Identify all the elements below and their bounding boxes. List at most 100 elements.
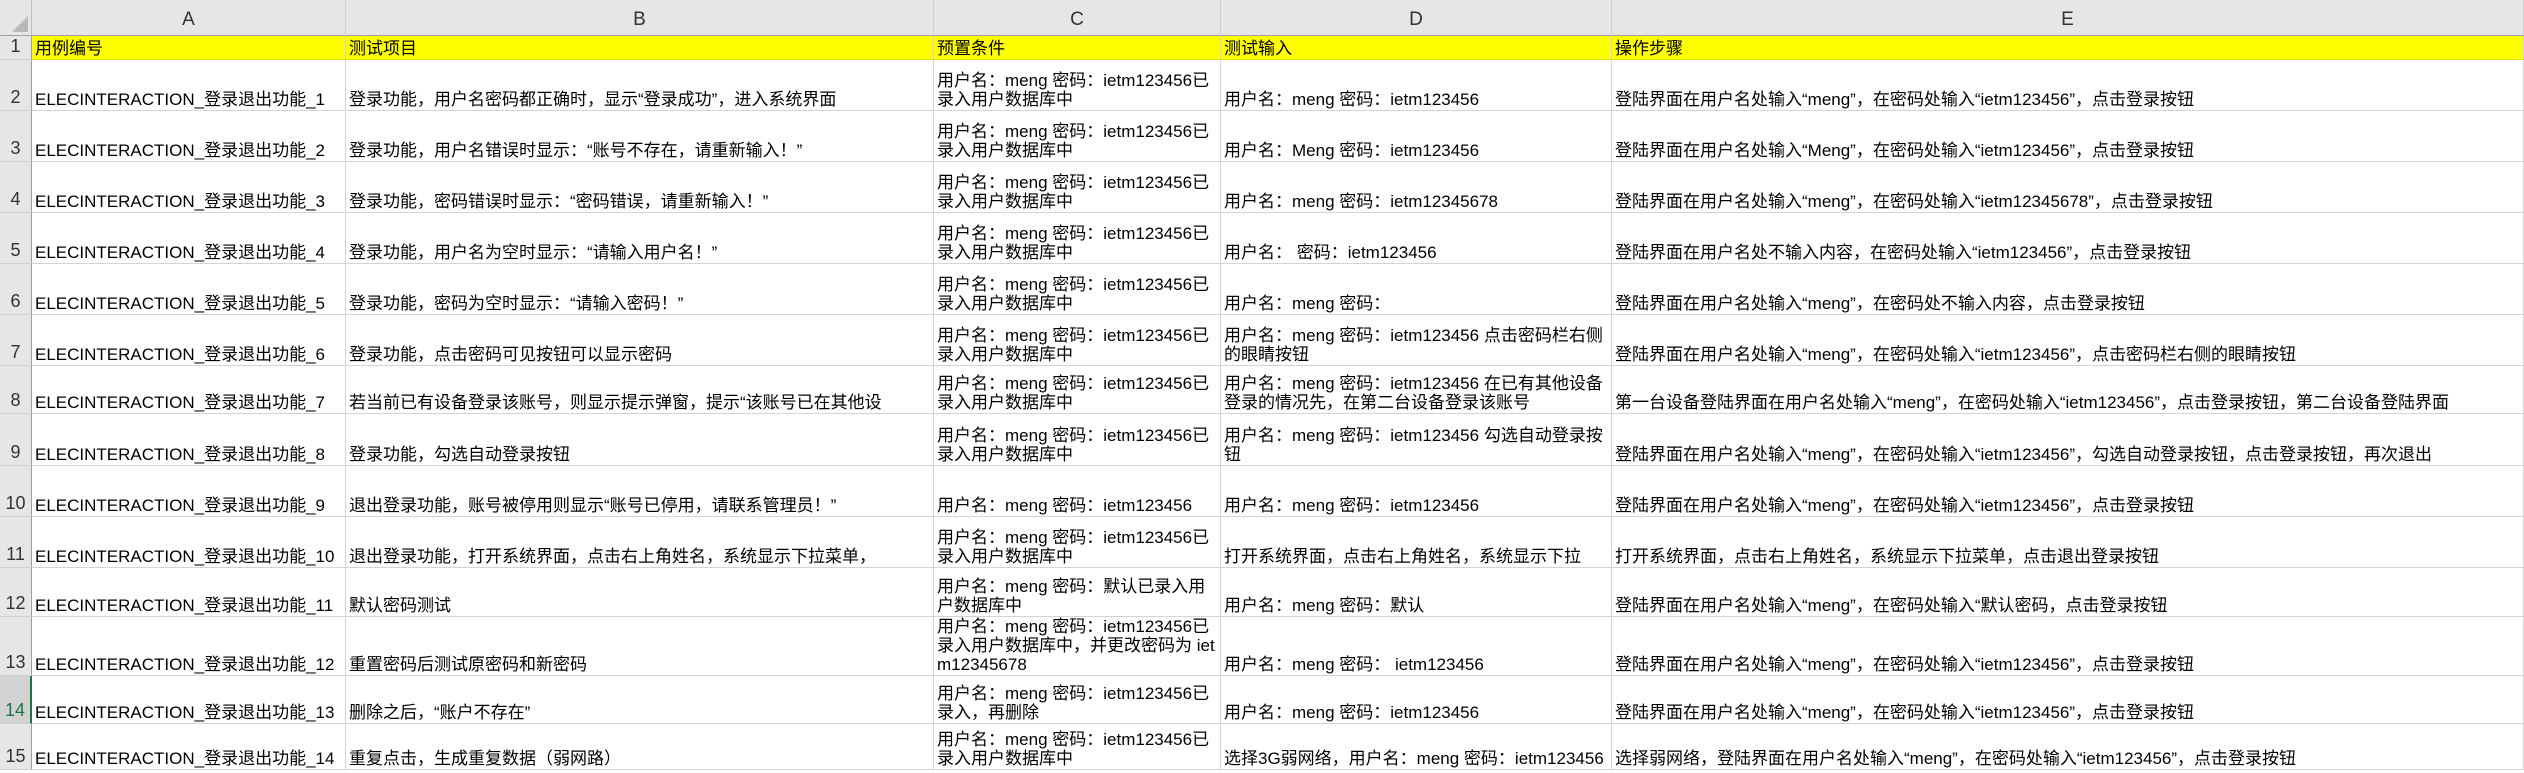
cell-text: ELECINTERACTION_登录退出功能_9 (35, 496, 325, 515)
cell-c2[interactable]: 用户名：meng 密码：ietm123456已录入用户数据库中 (934, 60, 1221, 111)
column-header-a[interactable]: A (32, 0, 346, 36)
row-header-2[interactable]: 2 (0, 60, 32, 111)
cell-b11[interactable]: 退出登录功能，打开系统界面，点击右上角姓名，系统显示下拉菜单， (346, 517, 934, 568)
cell-a4[interactable]: ELECINTERACTION_登录退出功能_3 (32, 162, 346, 213)
cell-c6[interactable]: 用户名：meng 密码：ietm123456已录入用户数据库中 (934, 264, 1221, 315)
cell-b4[interactable]: 登录功能，密码错误时显示：“密码错误，请重新输入！” (346, 162, 934, 213)
cell-a14[interactable]: ELECINTERACTION_登录退出功能_13 (32, 676, 346, 724)
header-cell-c[interactable]: 预置条件 (934, 36, 1221, 60)
cell-d6[interactable]: 用户名：meng 密码： (1221, 264, 1612, 315)
row-header-9[interactable]: 9 (0, 414, 32, 466)
cell-d2[interactable]: 用户名：meng 密码：ietm123456 (1221, 60, 1612, 111)
cell-a10[interactable]: ELECINTERACTION_登录退出功能_9 (32, 466, 346, 517)
cell-e2[interactable]: 登陆界面在用户名处输入“meng”，在密码处输入“ietm123456”，点击登… (1612, 60, 2524, 111)
cell-b8[interactable]: 若当前已有设备登录该账号，则显示提示弹窗，提示“该账号已在其他设 (346, 366, 934, 414)
cell-c8[interactable]: 用户名：meng 密码：ietm123456已录入用户数据库中 (934, 366, 1221, 414)
row-header-8[interactable]: 8 (0, 366, 32, 414)
header-cell-e[interactable]: 操作步骤 (1612, 36, 2524, 60)
cell-e7[interactable]: 登陆界面在用户名处输入“meng”，在密码处输入“ietm123456”，点击密… (1612, 315, 2524, 366)
cell-a13[interactable]: ELECINTERACTION_登录退出功能_12 (32, 617, 346, 676)
cell-d12[interactable]: 用户名：meng 密码：默认 (1221, 568, 1612, 617)
cell-b10[interactable]: 退出登录功能，账号被停用则显示“账号已停用，请联系管理员！” (346, 466, 934, 517)
header-cell-d[interactable]: 测试输入 (1221, 36, 1612, 60)
cell-a15[interactable]: ELECINTERACTION_登录退出功能_14 (32, 724, 346, 770)
header-cell-b[interactable]: 测试项目 (346, 36, 934, 60)
cell-d15[interactable]: 选择3G弱网络，用户名：meng 密码：ietm123456 (1221, 724, 1612, 770)
row-header-13[interactable]: 13 (0, 617, 32, 676)
cell-d5[interactable]: 用户名： 密码：ietm123456 (1221, 213, 1612, 264)
cell-d9[interactable]: 用户名：meng 密码：ietm123456 勾选自动登录按钮 (1221, 414, 1612, 466)
cell-c5[interactable]: 用户名：meng 密码：ietm123456已录入用户数据库中 (934, 213, 1221, 264)
cell-e12[interactable]: 登陆界面在用户名处输入“meng”，在密码处输入“默认密码，点击登录按钮 (1612, 568, 2524, 617)
row-header-14[interactable]: 14 (0, 676, 32, 724)
cell-a11[interactable]: ELECINTERACTION_登录退出功能_10 (32, 517, 346, 568)
row-header-11[interactable]: 11 (0, 517, 32, 568)
header-cell-a[interactable]: 用例编号 (32, 36, 346, 60)
cell-b14[interactable]: 删除之后，“账户不存在” (346, 676, 934, 724)
cell-d4[interactable]: 用户名：meng 密码：ietm12345678 (1221, 162, 1612, 213)
cell-e13[interactable]: 登陆界面在用户名处输入“meng”，在密码处输入“ietm123456”，点击登… (1612, 617, 2524, 676)
cell-e10[interactable]: 登陆界面在用户名处输入“meng”，在密码处输入“ietm123456”，点击登… (1612, 466, 2524, 517)
cell-a7[interactable]: ELECINTERACTION_登录退出功能_6 (32, 315, 346, 366)
cell-e14[interactable]: 登陆界面在用户名处输入“meng”，在密码处输入“ietm123456”，点击登… (1612, 676, 2524, 724)
cell-b12[interactable]: 默认密码测试 (346, 568, 934, 617)
cell-b15[interactable]: 重复点击，生成重复数据（弱网路） (346, 724, 934, 770)
cell-b9[interactable]: 登录功能，勾选自动登录按钮 (346, 414, 934, 466)
select-all-button[interactable] (0, 0, 32, 36)
cell-d13[interactable]: 用户名：meng 密码： ietm123456 (1221, 617, 1612, 676)
cell-b6[interactable]: 登录功能，密码为空时显示：“请输入密码！” (346, 264, 934, 315)
cell-d8[interactable]: 用户名：meng 密码：ietm123456 在已有其他设备登录的情况先，在第二… (1221, 366, 1612, 414)
row-header-12[interactable]: 12 (0, 568, 32, 617)
column-header-b[interactable]: B (346, 0, 934, 36)
row-header-10[interactable]: 10 (0, 466, 32, 517)
cell-a5[interactable]: ELECINTERACTION_登录退出功能_4 (32, 213, 346, 264)
row-header-5[interactable]: 5 (0, 213, 32, 264)
cell-text: ELECINTERACTION_登录退出功能_6 (35, 345, 325, 364)
cell-d10[interactable]: 用户名：meng 密码：ietm123456 (1221, 466, 1612, 517)
cell-d7[interactable]: 用户名：meng 密码：ietm123456 点击密码栏右侧的眼睛按钮 (1221, 315, 1612, 366)
cell-text: 打开系统界面，点击右上角姓名，系统显示下拉菜单，点击退出登录按钮 (1615, 547, 2159, 566)
cell-b7[interactable]: 登录功能，点击密码可见按钮可以显示密码 (346, 315, 934, 366)
cell-a6[interactable]: ELECINTERACTION_登录退出功能_5 (32, 264, 346, 315)
cell-e4[interactable]: 登陆界面在用户名处输入“meng”，在密码处输入“ietm12345678”，点… (1612, 162, 2524, 213)
cell-c15[interactable]: 用户名：meng 密码：ietm123456已录入用户数据库中 (934, 724, 1221, 770)
row-header-15[interactable]: 15 (0, 724, 32, 770)
cell-e11[interactable]: 打开系统界面，点击右上角姓名，系统显示下拉菜单，点击退出登录按钮 (1612, 517, 2524, 568)
cell-c12[interactable]: 用户名：meng 密码：默认已录入用户数据库中 (934, 568, 1221, 617)
cell-b3[interactable]: 登录功能，用户名错误时显示：“账号不存在，请重新输入！” (346, 111, 934, 162)
column-header-e[interactable]: E (1612, 0, 2524, 36)
cell-c10[interactable]: 用户名：meng 密码：ietm123456 (934, 466, 1221, 517)
row-header-1[interactable]: 1 (0, 36, 32, 60)
cell-d11[interactable]: 打开系统界面，点击右上角姓名，系统显示下拉 (1221, 517, 1612, 568)
row-header-3[interactable]: 3 (0, 111, 32, 162)
cell-c9[interactable]: 用户名：meng 密码：ietm123456已录入用户数据库中 (934, 414, 1221, 466)
row-header-7[interactable]: 7 (0, 315, 32, 366)
row-header-4[interactable]: 4 (0, 162, 32, 213)
cell-e5[interactable]: 登陆界面在用户名处不输入内容，在密码处输入“ietm123456”，点击登录按钮 (1612, 213, 2524, 264)
cell-e8[interactable]: 第一台设备登陆界面在用户名处输入“meng”，在密码处输入“ietm123456… (1612, 366, 2524, 414)
cell-text: 用户名： 密码：ietm123456 (1224, 243, 1437, 262)
cell-c11[interactable]: 用户名：meng 密码：ietm123456已录入用户数据库中 (934, 517, 1221, 568)
cell-b5[interactable]: 登录功能，用户名为空时显示：“请输入用户名！” (346, 213, 934, 264)
cell-d3[interactable]: 用户名：Meng 密码：ietm123456 (1221, 111, 1612, 162)
cell-e6[interactable]: 登陆界面在用户名处输入“meng”，在密码处不输入内容，点击登录按钮 (1612, 264, 2524, 315)
cell-e9[interactable]: 登陆界面在用户名处输入“meng”，在密码处输入“ietm123456”，勾选自… (1612, 414, 2524, 466)
cell-a3[interactable]: ELECINTERACTION_登录退出功能_2 (32, 111, 346, 162)
cell-e3[interactable]: 登陆界面在用户名处输入“Meng”，在密码处输入“ietm123456”，点击登… (1612, 111, 2524, 162)
cell-d14[interactable]: 用户名：meng 密码：ietm123456 (1221, 676, 1612, 724)
cell-e15[interactable]: 选择弱网络，登陆界面在用户名处输入“meng”，在密码处输入“ietm12345… (1612, 724, 2524, 770)
cell-c4[interactable]: 用户名：meng 密码：ietm123456已录入用户数据库中 (934, 162, 1221, 213)
cell-b13[interactable]: 重置密码后测试原密码和新密码 (346, 617, 934, 676)
row-header-6[interactable]: 6 (0, 264, 32, 315)
cell-a9[interactable]: ELECINTERACTION_登录退出功能_8 (32, 414, 346, 466)
column-header-c[interactable]: C (934, 0, 1221, 36)
cell-b2[interactable]: 登录功能，用户名密码都正确时，显示“登录成功”，进入系统界面 (346, 60, 934, 111)
cell-a12[interactable]: ELECINTERACTION_登录退出功能_11 (32, 568, 346, 617)
cell-c14[interactable]: 用户名：meng 密码：ietm123456已录入，再删除 (934, 676, 1221, 724)
cell-c3[interactable]: 用户名：meng 密码：ietm123456已录入用户数据库中 (934, 111, 1221, 162)
column-header-d[interactable]: D (1221, 0, 1612, 36)
cell-a8[interactable]: ELECINTERACTION_登录退出功能_7 (32, 366, 346, 414)
cell-c13[interactable]: 用户名：meng 密码：ietm123456已录入用户数据库中，并更改密码为 i… (934, 617, 1221, 676)
cell-a2[interactable]: ELECINTERACTION_登录退出功能_1 (32, 60, 346, 111)
cell-c7[interactable]: 用户名：meng 密码：ietm123456已录入用户数据库中 (934, 315, 1221, 366)
